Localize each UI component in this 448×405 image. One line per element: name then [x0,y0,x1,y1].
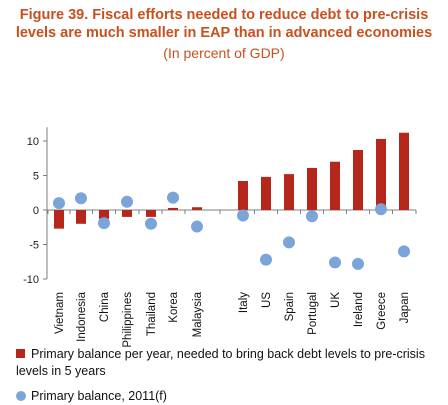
x-tick-label: Japan [399,292,411,323]
dot-malaysia [191,220,203,233]
dot-portugal [306,210,318,223]
bar-japan [399,132,409,210]
bar-uk [330,161,340,210]
bar-philippines [122,210,132,217]
chart-title: Figure 39. Fiscal efforts needed to redu… [0,6,448,42]
x-tick-label: Vietnam [54,292,66,334]
x-tick-label: Spain [284,292,296,321]
legend-dot-swatch [16,391,26,401]
bar-indonesia [76,210,86,224]
dot-indonesia [75,192,87,205]
y-tick-label: 10 [27,136,39,148]
bar-italy [238,181,248,210]
bar-us [261,176,271,210]
dot-greece [375,203,387,216]
dot-philippines [121,195,133,208]
bar-portugal [307,167,317,210]
y-tick-label: -5 [29,240,39,252]
y-tick-label: 0 [33,205,39,217]
dot-us [260,253,272,266]
x-tick-label: Malaysia [192,291,204,337]
chart-title-line-2: levels are much smaller in EAP than in a… [15,25,433,41]
legend-bar-label: Primary balance per year, needed to brin… [16,347,425,378]
y-tick-label: -10 [23,274,39,286]
bar-thailand [146,210,156,217]
dot-china [98,217,110,230]
y-tick-label: 5 [33,171,39,183]
x-tick-label: US [261,292,273,308]
legend-bar-swatch [16,349,25,358]
chart-subtitle: (In percent of GDP) [163,45,285,61]
legend-item-bars: Primary balance per year, needed to brin… [16,346,426,380]
x-tick-label: Thailand [146,292,158,336]
dot-japan [398,245,410,258]
bar-korea [168,207,178,210]
legend-item-dots: Primary balance, 2011(f) [16,388,167,405]
x-tick-label: Ireland [353,292,365,327]
dot-vietnam [53,197,65,210]
dot-spain [283,236,295,249]
x-tick-label: Italy [238,292,250,313]
bar-vietnam [54,210,64,229]
x-tick-label: Portugal [307,292,319,335]
bar-china [99,210,109,219]
dot-uk [329,256,341,269]
dot-thailand [145,217,157,230]
x-tick-label: Korea [168,291,180,322]
x-tick-label: Philippines [122,292,134,348]
dot-korea [167,191,179,204]
x-tick-label: UK [330,292,342,308]
dot-italy [237,209,249,222]
bar-malaysia [192,207,202,210]
legend-dot-label: Primary balance, 2011(f) [31,389,167,403]
dot-ireland [352,257,364,270]
bar-greece [376,138,386,210]
bar-spain [284,174,294,210]
bar-ireland [353,149,363,210]
x-tick-label: Indonesia [76,291,88,341]
x-tick-label: China [99,291,111,322]
chart-title-line-1: Figure 39. Fiscal efforts needed to redu… [19,7,429,23]
x-tick-label: Greece [376,292,388,330]
